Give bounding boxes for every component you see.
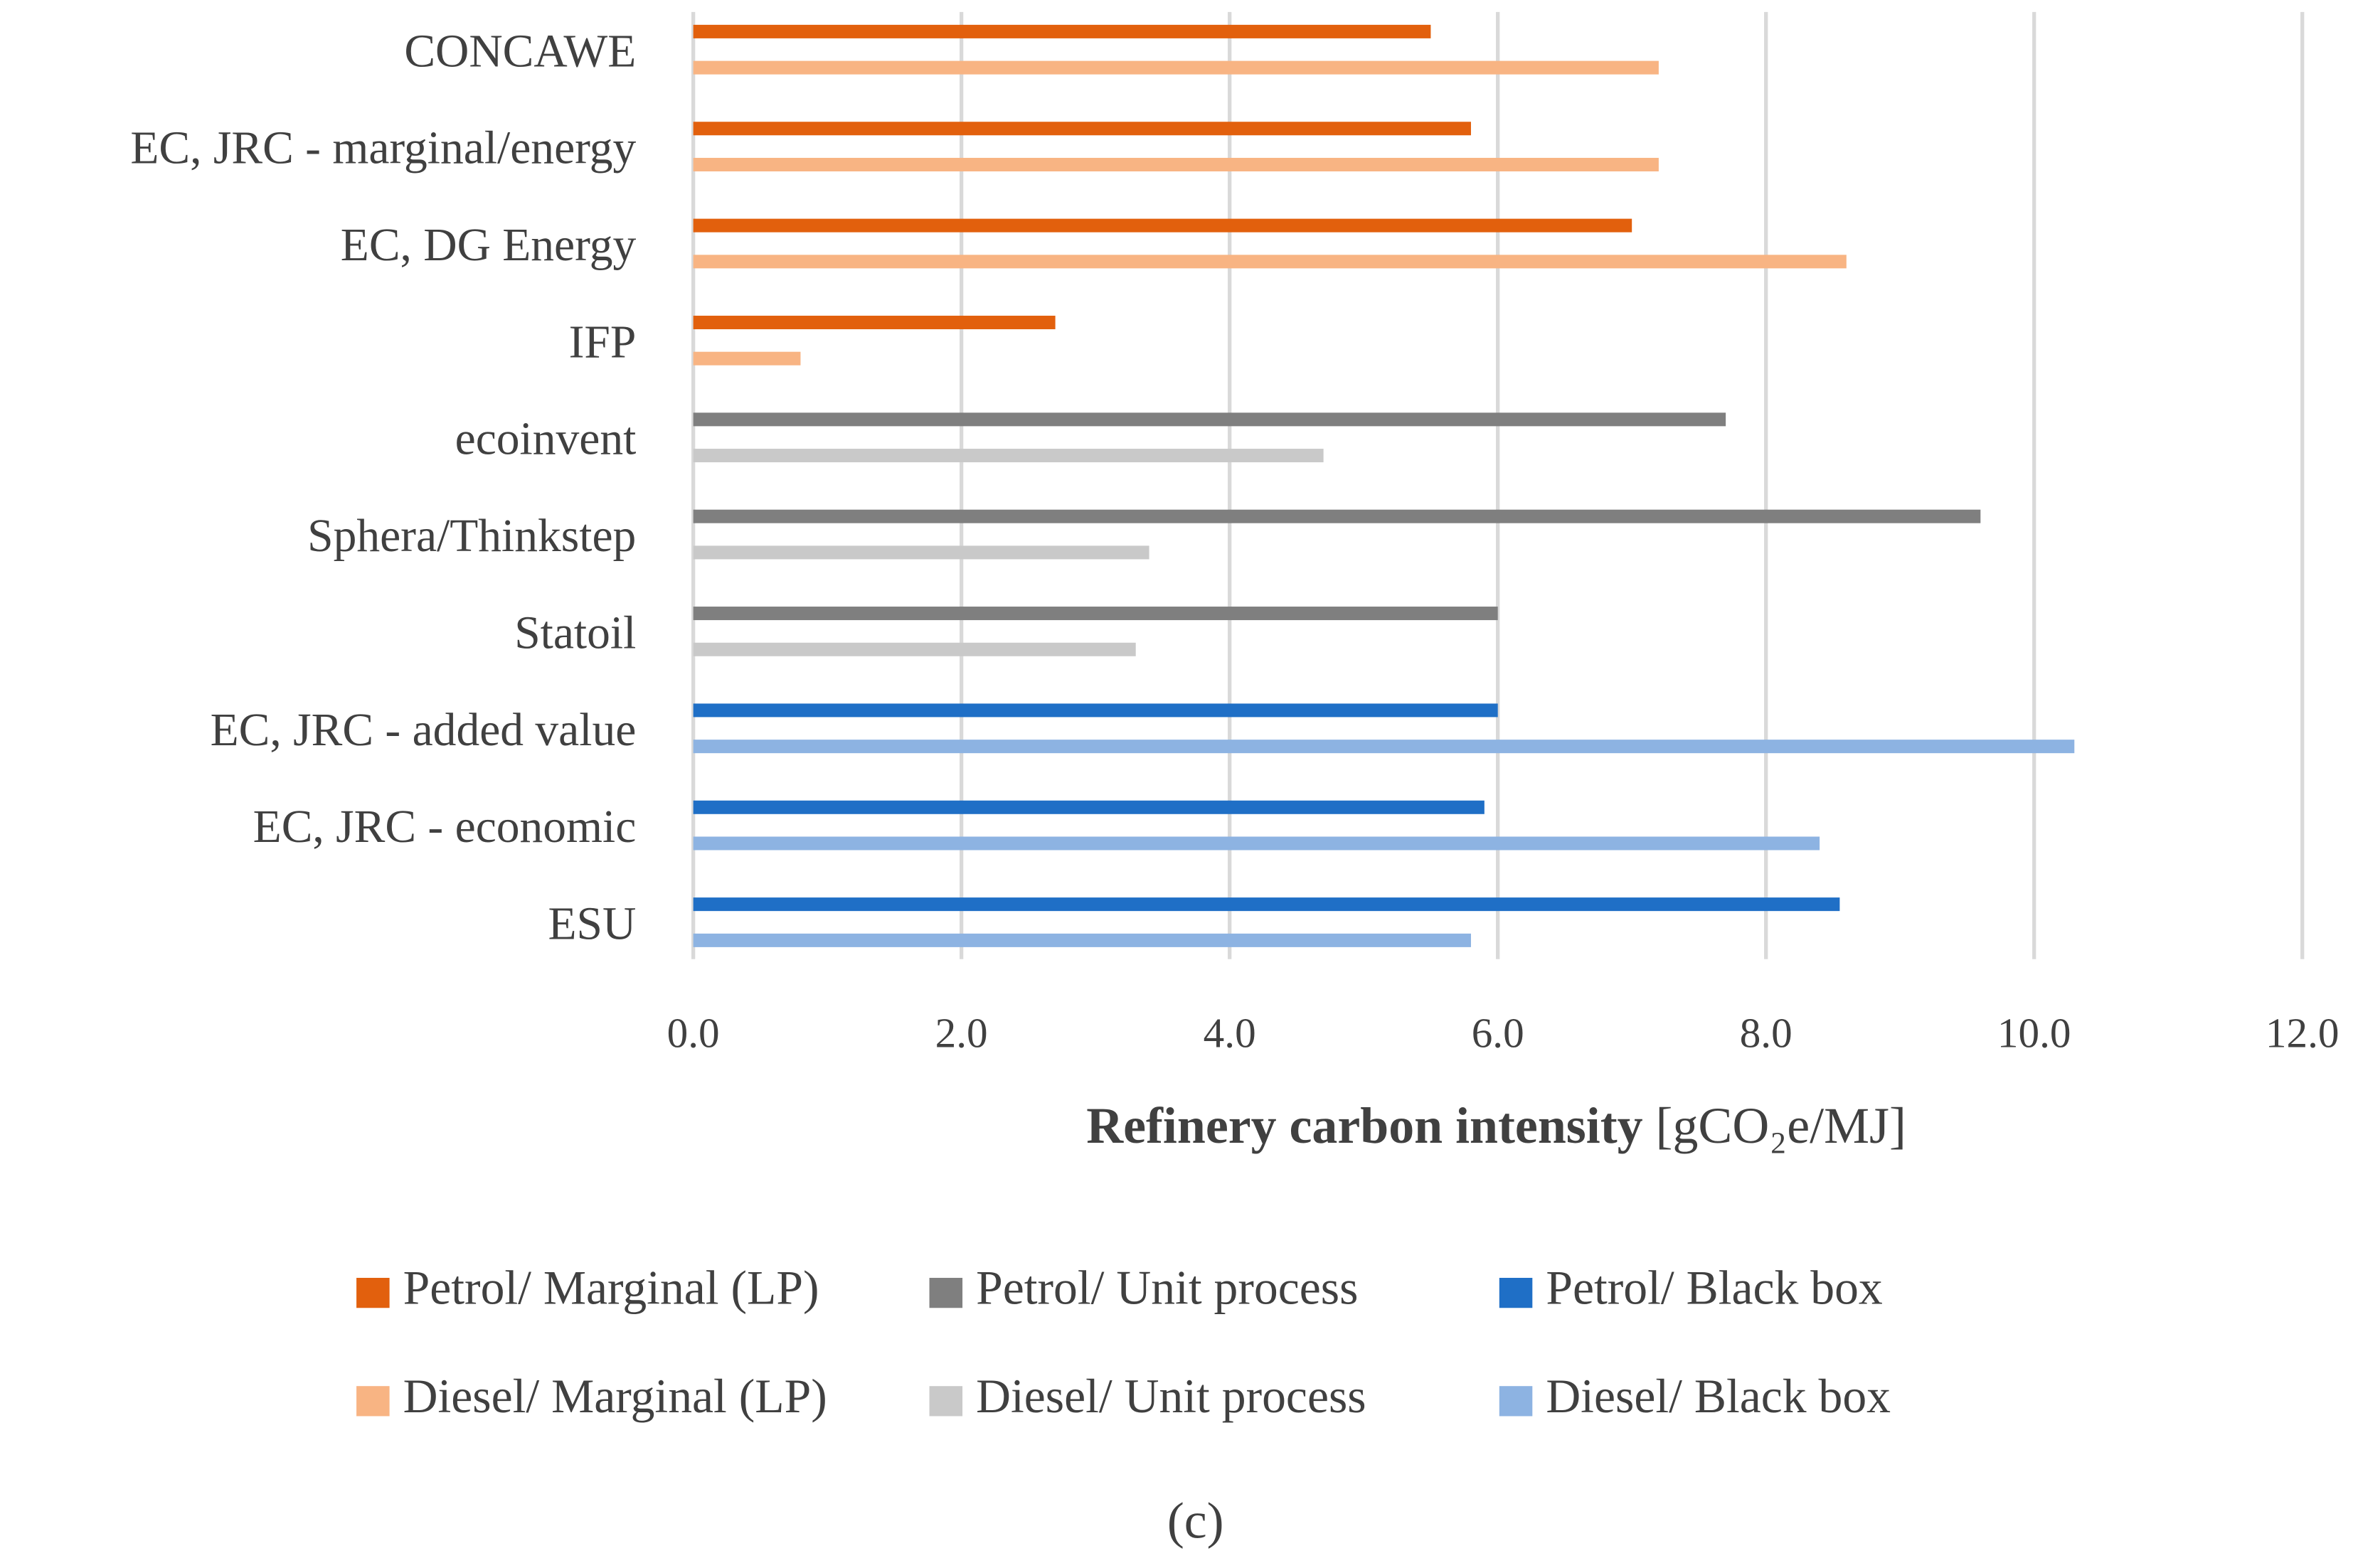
bar (693, 545, 1149, 560)
bar (693, 642, 1136, 656)
y-tick-label: EC, DG Energy (341, 220, 637, 271)
bar (693, 836, 1820, 850)
y-tick-label: EC, JRC - economic (253, 801, 637, 853)
legend-label: Diesel/ Marginal (LP) (403, 1370, 827, 1423)
legend-label: Petrol/ Black box (1546, 1262, 1882, 1315)
legend-label: Petrol/ Unit process (976, 1262, 1358, 1315)
x-axis-title-unit: [gCO₂e/MJ] (1656, 1097, 1906, 1153)
x-tick-label: 10.0 (1997, 1009, 2071, 1056)
bar (693, 509, 1981, 523)
bar (693, 800, 1485, 814)
x-tick-label: 6.0 (1472, 1009, 1524, 1056)
x-axis-title-main: Refinery carbon intensity (1086, 1097, 1642, 1153)
legend-label: Petrol/ Marginal (LP) (403, 1262, 819, 1315)
bar (693, 60, 1659, 75)
y-tick-label: ecoinvent (455, 414, 637, 465)
x-tick-label: 2.0 (935, 1009, 988, 1056)
y-tick-label: Statoil (514, 607, 636, 658)
bar (693, 449, 1324, 463)
bar (693, 607, 1498, 621)
legend-swatch (356, 1277, 390, 1308)
legend-swatch (929, 1277, 963, 1308)
y-tick-label: CONCAWE (404, 26, 636, 77)
bar (693, 255, 1847, 269)
bar (693, 351, 801, 366)
x-axis-title: Refinery carbon intensity [gCO₂e/MJ] (1086, 1097, 1906, 1153)
x-tick-label: 0.0 (667, 1009, 720, 1056)
y-tick-label: EC, JRC - marginal/energy (130, 123, 636, 174)
x-tick-label: 4.0 (1204, 1009, 1256, 1056)
x-tick-label: 12.0 (2266, 1009, 2340, 1056)
bar (693, 703, 1498, 718)
legend-swatch (356, 1386, 390, 1417)
bar (693, 157, 1659, 172)
legend-label: Diesel/ Unit process (976, 1370, 1366, 1423)
bar (693, 933, 1471, 947)
bar (693, 315, 1056, 329)
bar (693, 122, 1471, 136)
y-tick-label: IFP (569, 316, 637, 368)
legend-label: Diesel/ Black box (1546, 1370, 1891, 1423)
legend-swatch (1499, 1277, 1533, 1308)
bar (693, 740, 2075, 754)
bar (693, 218, 1632, 233)
bar (693, 897, 1840, 912)
legend-swatch (1499, 1386, 1533, 1417)
y-tick-label: EC, JRC - added value (211, 705, 637, 756)
bar (693, 24, 1431, 38)
x-tick-label: 8.0 (1740, 1009, 1793, 1056)
y-tick-label: ESU (548, 898, 637, 949)
caption: (c) (1167, 1492, 1224, 1549)
y-tick-label: Sphera/Thinkstep (307, 511, 636, 562)
legend-swatch (929, 1386, 963, 1417)
bar (693, 412, 1726, 427)
